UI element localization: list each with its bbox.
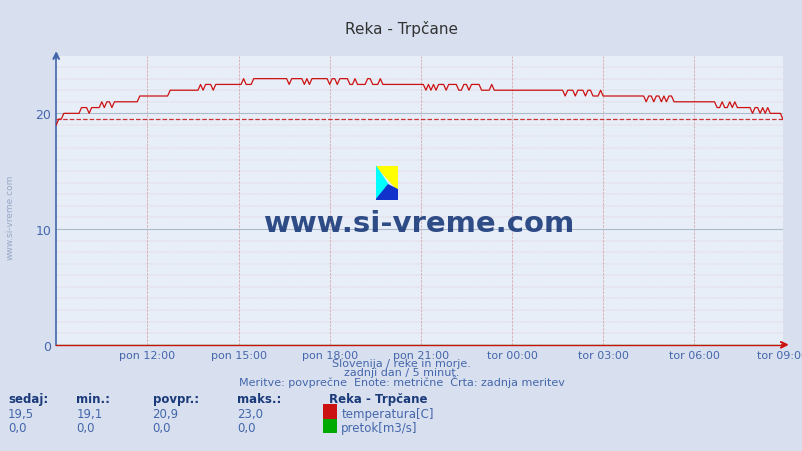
Text: 20,9: 20,9 [152, 407, 179, 420]
Text: min.:: min.: [76, 392, 110, 405]
Text: 19,5: 19,5 [8, 407, 34, 420]
Text: www.si-vreme.com: www.si-vreme.com [264, 210, 574, 238]
Polygon shape [375, 185, 398, 201]
Text: 0,0: 0,0 [152, 421, 171, 434]
Text: temperatura[C]: temperatura[C] [341, 407, 433, 420]
Text: pretok[m3/s]: pretok[m3/s] [341, 421, 417, 434]
Text: Reka - Trpčane: Reka - Trpčane [329, 392, 427, 405]
Text: povpr.:: povpr.: [152, 392, 198, 405]
Text: 23,0: 23,0 [237, 407, 262, 420]
Text: 19,1: 19,1 [76, 407, 103, 420]
Text: zadnji dan / 5 minut.: zadnji dan / 5 minut. [343, 367, 459, 377]
Polygon shape [375, 167, 398, 190]
Text: Slovenija / reke in morje.: Slovenija / reke in morje. [332, 358, 470, 368]
Text: 0,0: 0,0 [76, 421, 95, 434]
Text: Reka - Trpčane: Reka - Trpčane [345, 21, 457, 37]
Text: 0,0: 0,0 [237, 421, 255, 434]
Text: Meritve: povprečne  Enote: metrične  Črta: zadnja meritev: Meritve: povprečne Enote: metrične Črta:… [238, 375, 564, 387]
Polygon shape [375, 167, 387, 201]
Text: sedaj:: sedaj: [8, 392, 48, 405]
Text: maks.:: maks.: [237, 392, 281, 405]
Text: 0,0: 0,0 [8, 421, 26, 434]
Text: www.si-vreme.com: www.si-vreme.com [6, 174, 15, 259]
